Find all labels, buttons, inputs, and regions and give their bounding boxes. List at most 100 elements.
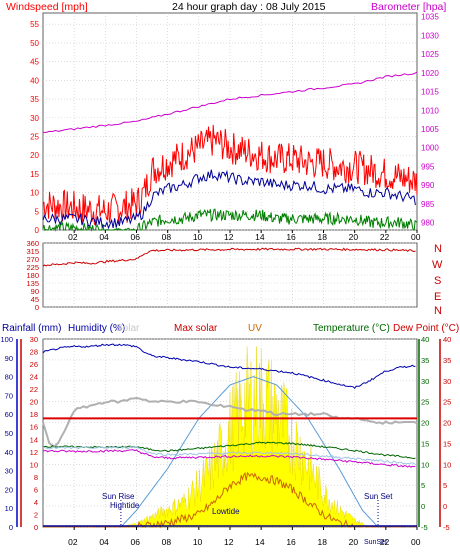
x-tick-label: 00 bbox=[411, 232, 421, 242]
y-rain-tick: 70 bbox=[5, 391, 13, 400]
y-humidity-tick: 4 bbox=[34, 498, 38, 507]
x-tick-label: 12 bbox=[224, 232, 234, 242]
y-rain-tick: 30 bbox=[5, 467, 13, 476]
y-temp-tick: 0 bbox=[421, 502, 425, 511]
x-tick-label: 16 bbox=[286, 537, 296, 547]
y-humidity-tick: 18 bbox=[30, 410, 38, 419]
y-humidity-tick: 2 bbox=[34, 510, 38, 519]
y-dir-tick: 180 bbox=[26, 271, 39, 280]
y-rain-tick: 60 bbox=[5, 410, 13, 419]
series-direction bbox=[42, 247, 416, 267]
y-rain-tick: 80 bbox=[5, 373, 13, 382]
dewpoint-label: Dew Point (°C) bbox=[393, 323, 459, 334]
x-tick-label: 06 bbox=[131, 232, 141, 242]
y-rain-tick: 40 bbox=[5, 448, 13, 457]
y-dew-tick: 0 bbox=[443, 502, 447, 511]
y-rain-tick: 10 bbox=[5, 504, 13, 513]
humidity-label: Humidity (%) bbox=[68, 323, 125, 334]
y-dew-tick: -5 bbox=[443, 523, 450, 532]
y-rain-tick: 100 bbox=[0, 335, 13, 344]
x-tick-label: 20 bbox=[349, 232, 359, 242]
y-dir-tick: 315 bbox=[26, 247, 39, 256]
temperature-label: Temperature (°C) bbox=[313, 323, 390, 334]
y-humidity-tick: 0 bbox=[34, 523, 38, 532]
y-right-tick: 1025 bbox=[421, 50, 439, 59]
x-tick-label: 04 bbox=[99, 537, 109, 547]
series-gust bbox=[42, 124, 418, 227]
y-humidity-tick: 26 bbox=[30, 360, 38, 369]
y-humidity-tick: 12 bbox=[30, 448, 38, 457]
y-dir-tick: 45 bbox=[31, 295, 39, 304]
y-left-tick: 5 bbox=[35, 207, 40, 216]
x-tick-label: 12 bbox=[224, 537, 234, 547]
lowtide-label: Lowtide bbox=[212, 507, 240, 516]
compass-w: W bbox=[432, 259, 443, 271]
y-rain-tick: 50 bbox=[5, 429, 13, 438]
hightide-label: Hightide bbox=[110, 501, 140, 510]
y-humidity-tick: 24 bbox=[30, 373, 38, 382]
y-temp-tick: -5 bbox=[421, 523, 428, 532]
x-tick-label: 10 bbox=[193, 232, 203, 242]
x-tick-label: 16 bbox=[286, 232, 296, 242]
x-tick-label: 08 bbox=[162, 232, 172, 242]
x-tick-label: 06 bbox=[131, 537, 141, 547]
y-right-tick: 1020 bbox=[421, 69, 439, 78]
sunrise-label: Sun Rise bbox=[102, 492, 135, 501]
y-dir-tick: 360 bbox=[26, 239, 39, 248]
y-dew-tick: 15 bbox=[443, 439, 451, 448]
y-humidity-tick: 16 bbox=[30, 423, 38, 432]
y-right-tick: 995 bbox=[421, 162, 435, 171]
y-humidity-tick: 6 bbox=[34, 485, 38, 494]
y-rain-tick: 0 bbox=[9, 523, 13, 532]
y-humidity-tick: 20 bbox=[30, 398, 38, 407]
y-humidity-tick: 22 bbox=[30, 385, 38, 394]
y-humidity-tick: 30 bbox=[30, 335, 38, 344]
x-tick-label: 08 bbox=[162, 537, 172, 547]
y-dew-tick: 30 bbox=[443, 377, 451, 386]
y-left-tick: 50 bbox=[30, 39, 39, 48]
y-temp-tick: 35 bbox=[421, 356, 429, 365]
y-left-tick: 10 bbox=[30, 189, 39, 198]
series-average bbox=[42, 169, 416, 230]
x-tick-label: 14 bbox=[255, 537, 265, 547]
maxsolar-label: Max solar bbox=[174, 323, 218, 334]
compass-s: S bbox=[434, 275, 441, 287]
chart-title: 24 hour graph day : 08 July 2015 bbox=[172, 1, 326, 13]
y-right-tick: 985 bbox=[421, 200, 435, 209]
y-dew-tick: 25 bbox=[443, 398, 451, 407]
y-right-tick: 1010 bbox=[421, 106, 439, 115]
sunset-label-2: SunSet bbox=[364, 539, 387, 546]
y-right-tick: 990 bbox=[421, 181, 435, 190]
compass-e: E bbox=[434, 291, 441, 303]
y-left-tick: 45 bbox=[30, 58, 39, 67]
y-left-tick: 55 bbox=[30, 20, 39, 29]
y-left-tick: 15 bbox=[30, 170, 39, 179]
y-left-tick: 0 bbox=[35, 226, 40, 235]
x-tick-label: 14 bbox=[255, 232, 265, 242]
y-right-tick: 1035 bbox=[421, 13, 439, 22]
rainfall-label: Rainfall (mm) bbox=[2, 323, 61, 334]
y-dir-tick: 135 bbox=[26, 279, 39, 288]
compass-n-top: N bbox=[434, 243, 442, 255]
y-right-tick: 1015 bbox=[421, 88, 439, 97]
y-temp-tick: 25 bbox=[421, 398, 429, 407]
sunset-label: Sun Set bbox=[364, 492, 393, 501]
wind-ticks: 0510152025303540455055980985990995100010… bbox=[30, 13, 439, 242]
y-humidity-tick: 10 bbox=[30, 460, 38, 469]
x-tick-label: 18 bbox=[318, 232, 328, 242]
y-dew-tick: 20 bbox=[443, 419, 451, 428]
compass-n-bottom: N bbox=[434, 305, 442, 317]
direction-grid bbox=[43, 242, 417, 308]
series-barometer bbox=[42, 71, 418, 134]
y-humidity-tick: 8 bbox=[34, 473, 38, 482]
y-dir-tick: 270 bbox=[26, 255, 39, 264]
y-temp-tick: 40 bbox=[421, 335, 429, 344]
y-dew-tick: 35 bbox=[443, 356, 451, 365]
y-dir-tick: 0 bbox=[35, 303, 39, 312]
barometer-label: Barometer [hpa] bbox=[371, 1, 446, 13]
x-tick-label: 02 bbox=[68, 537, 78, 547]
y-dew-tick: 40 bbox=[443, 335, 451, 344]
x-tick-label: 00 bbox=[411, 537, 421, 547]
